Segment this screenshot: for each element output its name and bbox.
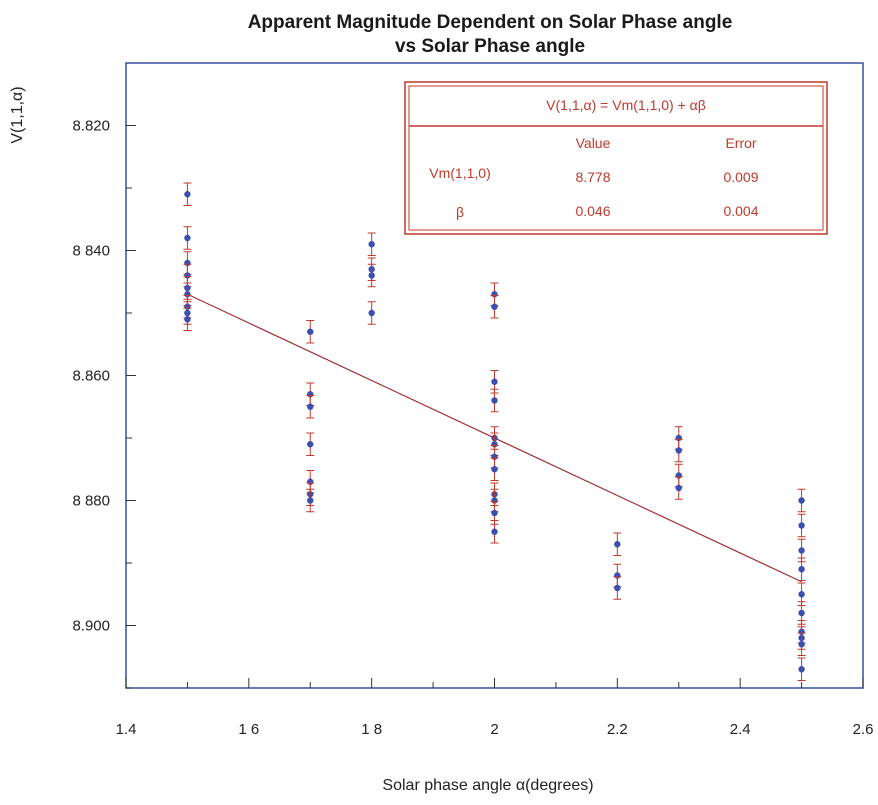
data-point xyxy=(614,541,621,548)
fit-param-beta: β xyxy=(456,204,464,220)
x-tick-label: 2.2 xyxy=(607,721,628,738)
data-point xyxy=(307,328,314,335)
data-point xyxy=(491,378,498,385)
fit-header-value: Value xyxy=(576,135,611,151)
fit-box-outer-border xyxy=(404,81,828,235)
data-point xyxy=(184,316,191,323)
y-tick-label: 8 840 xyxy=(72,243,110,260)
axis-ticks: 1.4 1 6 1 8 2 2.2 2.4 2.6 8.820 8 840 8.860 8 880 8… xyxy=(72,118,873,739)
x-tick-label: 1 6 xyxy=(238,721,259,738)
data-point xyxy=(798,591,805,598)
fit-parameters-box: V(1,1,α) = Vm(1,1,0) + αβ Value Error Vm… xyxy=(404,81,828,235)
x-tick-label: 2.6 xyxy=(853,721,874,738)
chart-title-line-2: vs Solar Phase angle xyxy=(395,36,585,57)
data-point xyxy=(798,609,805,617)
x-axis-label: Solar phase angle α(degrees) xyxy=(382,777,593,794)
data-point xyxy=(307,497,314,504)
data-point xyxy=(491,509,498,517)
data-point xyxy=(798,547,805,554)
fit-value-vm: 8.778 xyxy=(575,169,610,185)
fit-param-vm: Vm(1,1,0) xyxy=(429,165,490,181)
fit-error-vm: 0.009 xyxy=(723,169,758,185)
data-point xyxy=(307,441,314,448)
data-point xyxy=(184,191,191,198)
data-point xyxy=(798,497,805,504)
y-tick-label: 8.820 xyxy=(72,118,110,135)
data-point xyxy=(491,397,498,404)
data-point xyxy=(184,234,191,242)
data-point xyxy=(798,666,805,673)
x-tick-label: 1.4 xyxy=(116,721,137,738)
data-points xyxy=(183,182,806,681)
x-tick-label: 2.4 xyxy=(730,721,751,738)
y-axis-label: V(1,1,α) xyxy=(9,86,26,143)
fit-value-beta: 0.046 xyxy=(575,203,610,219)
data-point xyxy=(675,447,682,454)
data-point xyxy=(368,309,375,317)
data-point xyxy=(675,484,682,492)
x-tick-label: 2 xyxy=(490,721,498,738)
fit-header-error: Error xyxy=(725,135,756,151)
chart-title-line-1: Apparent Magnitude Dependent on Solar Ph… xyxy=(248,12,733,33)
y-tick-label: 8.900 xyxy=(72,618,110,635)
fit-equation: V(1,1,α) = Vm(1,1,0) + αβ xyxy=(546,97,706,113)
data-point xyxy=(798,522,805,529)
data-point xyxy=(368,241,375,248)
fit-box-inner-border xyxy=(408,85,824,231)
data-point xyxy=(798,566,805,573)
data-point xyxy=(491,528,498,535)
data-point xyxy=(491,303,498,310)
data-point xyxy=(614,584,621,592)
fit-error-beta: 0.004 xyxy=(723,203,758,219)
data-point xyxy=(307,403,314,410)
data-point xyxy=(798,641,805,648)
data-point xyxy=(491,466,498,473)
y-tick-label: 8 880 xyxy=(72,493,110,510)
data-point xyxy=(368,272,375,279)
x-tick-label: 1 8 xyxy=(361,721,382,738)
y-tick-label: 8.860 xyxy=(72,368,110,385)
